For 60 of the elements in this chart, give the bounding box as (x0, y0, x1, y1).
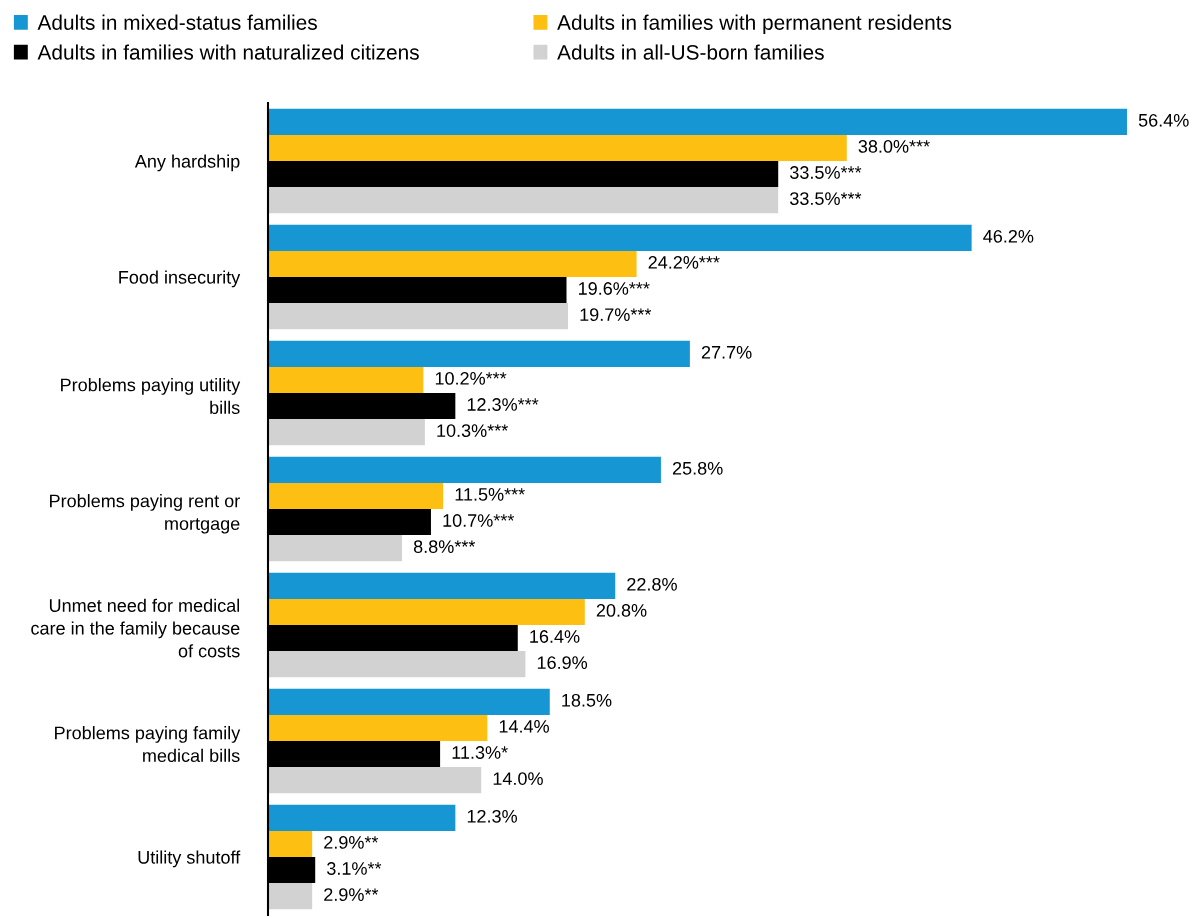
y-tick-label: Problems paying utility bills (61, 378, 241, 415)
bar (268, 340, 690, 367)
legend-label: Adults in families with naturalized citizens (37, 44, 419, 60)
data-label: 11.5%*** (455, 488, 525, 501)
bar (268, 482, 444, 509)
bar (268, 688, 550, 715)
y-tick-label: Food insecurity (119, 270, 241, 288)
data-label: 2.9%** (324, 836, 379, 849)
y-tick-label: Utility shutoff (138, 850, 241, 868)
data-label: 56.4% (1138, 113, 1189, 127)
data-label: 11.3%* (452, 746, 508, 759)
data-label: 22.8% (627, 577, 677, 591)
legend-label: Adults in all-US-born families (557, 44, 824, 60)
bar (268, 572, 616, 599)
bar (268, 250, 637, 277)
data-label: 20.8% (596, 604, 647, 617)
data-label: 19.6%*** (579, 282, 650, 295)
data-label: 33.5%*** (790, 166, 862, 179)
y-tick-label: Problems paying rent or mortgage (50, 494, 240, 534)
bar (268, 108, 1127, 135)
bar (268, 134, 847, 161)
data-label: 18.5% (562, 693, 612, 707)
bar (268, 366, 424, 393)
data-label: 19.7%*** (580, 308, 652, 321)
data-label: 33.5%*** (790, 192, 862, 205)
bar (268, 714, 488, 741)
bar (268, 303, 569, 330)
bar (268, 767, 482, 794)
data-label: 24.2%*** (648, 256, 720, 269)
data-label: 25.8% (672, 461, 723, 475)
y-tick-label: Unmet need for medical care in the family because of costs (31, 598, 240, 658)
data-label: 38.0%*** (858, 140, 930, 153)
data-label: 3.1%** (327, 862, 382, 875)
data-label: 27.7% (701, 345, 752, 359)
bar (268, 651, 526, 678)
data-label: 10.7%*** (443, 514, 515, 527)
data-label: 16.4% (530, 630, 580, 643)
data-label: 14.0% (493, 772, 543, 785)
bar (268, 419, 425, 446)
data-label: 12.3% (467, 809, 517, 823)
data-label: 8.8%*** (413, 540, 476, 553)
data-label: 14.4% (499, 720, 549, 733)
bar (268, 535, 403, 562)
data-label: 2.9%** (324, 888, 379, 901)
legend-label: Adults in families with permanent residents (557, 14, 952, 34)
bar (268, 456, 661, 483)
bar (268, 883, 313, 910)
data-label: 10.3%*** (437, 424, 508, 437)
bar (268, 224, 972, 251)
y-tick-label: Any hardship (134, 154, 240, 172)
bar (268, 804, 456, 831)
data-label: 16.9% (537, 656, 588, 669)
data-label: 12.3%*** (467, 398, 539, 411)
y-tick-label: Problems paying family medical bills (55, 726, 241, 763)
bar (268, 830, 313, 857)
legend-label: Adults in mixed-status families (37, 14, 317, 30)
bar (268, 187, 779, 214)
data-label: 10.2%*** (435, 372, 507, 385)
bar (268, 598, 585, 625)
data-label: 46.2% (983, 229, 1034, 243)
